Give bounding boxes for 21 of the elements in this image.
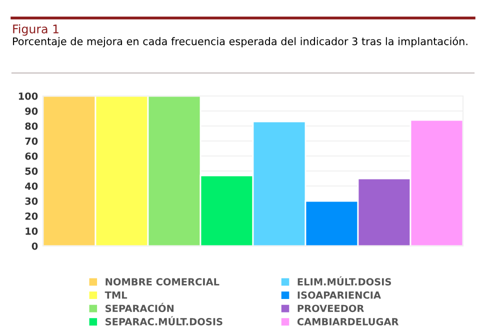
- chart-subtitle: Porcentaje de mejora en cada frecuencia esperada del indicador 3 tras la implantación.: [13, 36, 468, 48]
- y-tick-label: 50: [25, 167, 38, 175]
- legend-label: SEPARACIÓN: [106, 302, 174, 312]
- legend-label: PROVEEDOR: [298, 304, 364, 312]
- legend-label: CAMBIARDELUGAR: [297, 318, 399, 326]
- y-tick-label: 60: [25, 152, 38, 160]
- y-tick-label: 10: [26, 227, 38, 235]
- y-tick-label: 80: [25, 122, 38, 130]
- y-tick-label: 0: [32, 242, 38, 250]
- y-tick-label: 70: [25, 137, 38, 145]
- y-tick-label: 100: [18, 92, 38, 100]
- legend-label: TML: [104, 292, 128, 299]
- y-tick-label: 20: [25, 212, 38, 220]
- legend-label: ELIM.MÚLT.DOSIS: [298, 276, 392, 286]
- legend-label: NOMBRE COMERCIAL: [106, 278, 220, 286]
- y-tick-label: 30: [25, 197, 38, 205]
- legend-label: SEPARAC.MÚLT.DOSIS: [106, 316, 222, 326]
- y-tick-label: 90: [25, 107, 38, 115]
- chart-title: Figura 1: [13, 24, 58, 36]
- legend-label: ISOAPARIENCIA: [298, 291, 381, 299]
- y-tick-label: 40: [25, 182, 38, 190]
